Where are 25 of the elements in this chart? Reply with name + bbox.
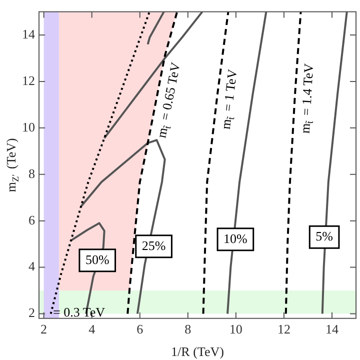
y-tick-label: 4 (28, 258, 36, 274)
y-axis-title: mZ′ (TeV) (3, 138, 22, 192)
y-tick-label: 6 (28, 212, 36, 228)
annotation: 10% (224, 230, 248, 246)
text: mt̃ = 0.65 TeV (154, 60, 184, 140)
annotation: 5% (316, 228, 334, 244)
x-tick-label: 6 (136, 322, 144, 337)
line-series (126, 12, 178, 315)
x-tick-label: 12 (277, 322, 290, 337)
text: mt̃ = 1 TeV (218, 68, 240, 130)
y-tick-label: 10 (22, 119, 35, 134)
y-tick-label: 8 (28, 166, 35, 181)
y-tick-label: 2 (28, 305, 35, 320)
text: mt̃ = 1.4 TeV (297, 62, 316, 134)
x-tick-label: 10 (229, 322, 242, 337)
x-tick-label: 4 (88, 322, 96, 337)
x-tick-label: 8 (184, 322, 192, 337)
y-tick-label: 14 (22, 26, 36, 42)
x-axis-title: 1/R (TeV) (171, 344, 224, 359)
y-tick-label: 12 (22, 72, 35, 88)
line-series (284, 12, 302, 315)
x-tick-label: 14 (325, 322, 339, 337)
x-tick-label: 2 (40, 322, 48, 337)
annotation: 50% (85, 252, 110, 267)
annotation: 25% (142, 238, 166, 253)
